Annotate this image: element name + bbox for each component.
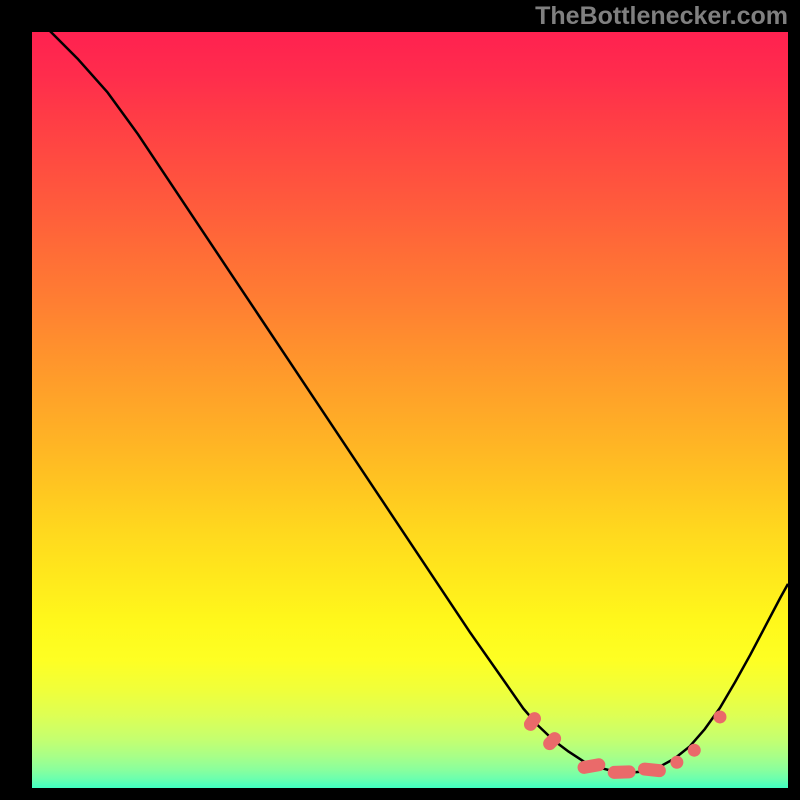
marker-dot	[713, 710, 726, 723]
figure-root: TheBottlenecker.com	[0, 0, 800, 800]
watermark-text: TheBottlenecker.com	[535, 2, 788, 31]
marker-dot	[670, 756, 683, 769]
plot-area	[32, 32, 788, 788]
marker-pill	[607, 765, 635, 779]
plot-svg	[32, 32, 788, 788]
marker-dot	[688, 744, 701, 757]
